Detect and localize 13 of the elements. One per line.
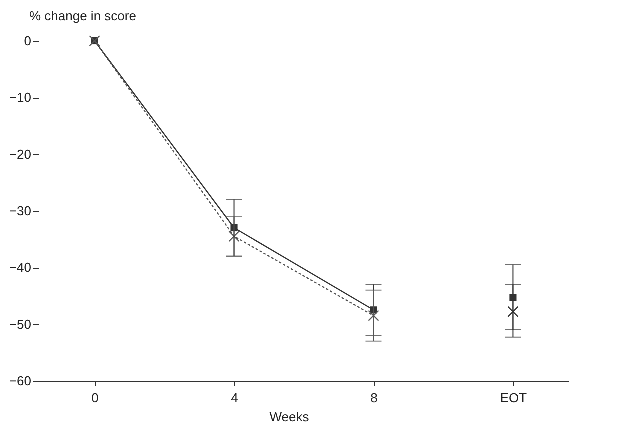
y-axis-title: % change in score (30, 8, 136, 24)
y-tick-label: −40 (9, 260, 32, 276)
y-tick-label: −60 (9, 374, 32, 388)
y-tick-label: −50 (9, 316, 32, 332)
x-axis-title: Weeks (270, 410, 310, 422)
y-tick-label: −10 (9, 90, 32, 106)
x-tick-label: 0 (92, 390, 99, 406)
y-tick-label: −20 (9, 146, 32, 162)
y-tick-label: −30 (9, 204, 32, 218)
x-tick-label: EOT (500, 390, 528, 406)
x-tick-label: 4 (231, 390, 238, 406)
y-tick-label: 0 (24, 34, 32, 48)
x-tick-label: 8 (370, 390, 378, 406)
